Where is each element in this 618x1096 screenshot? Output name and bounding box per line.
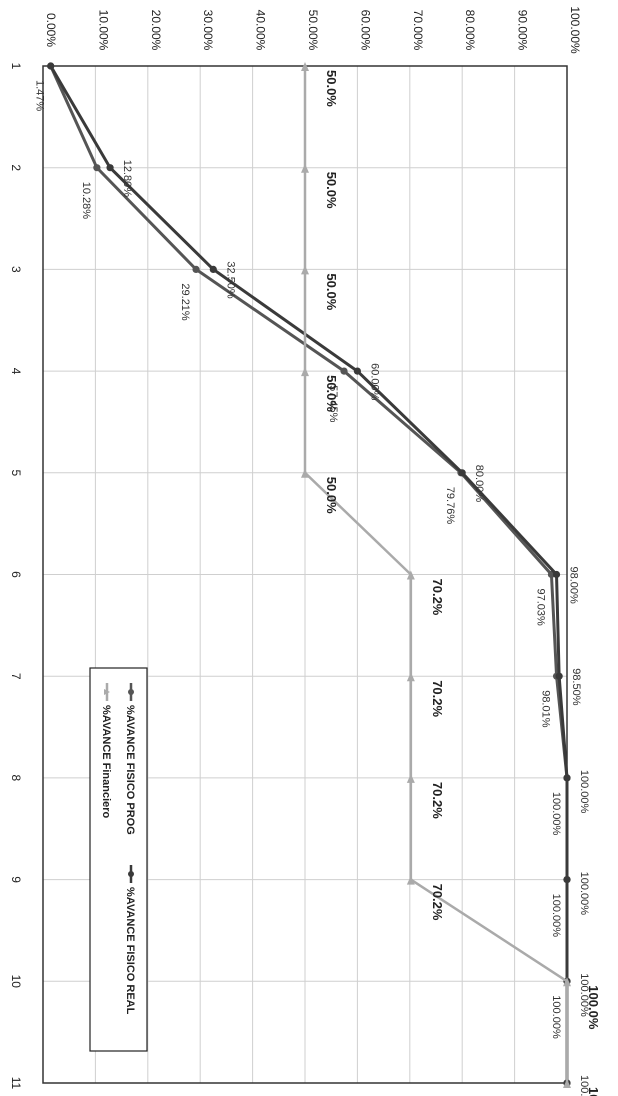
data-label-2: 50.0% [324,477,339,514]
y-tick-label: 30.00% [201,10,215,51]
data-label-1: 12.80% [121,160,133,198]
x-tick-label: 9 [9,876,23,883]
legend-label-real: %AVANCE FISICO REAL [124,887,136,1015]
y-axis-ticks: 0.00% 10.00% 20.00% 30.00% 40.00% 50.00% 60.00… [44,6,582,54]
y-tick-label: 80.00% [463,10,477,51]
series-marker-1 [552,570,561,579]
series-marker-1 [563,876,571,884]
series-marker-1 [353,367,361,375]
series-marker-2 [301,265,309,275]
series-marker-1 [106,164,114,172]
data-label-2: 70.2% [430,680,445,717]
y-tick-label: 0.00% [44,13,58,47]
x-tick-label: 11 [9,1077,23,1090]
series-layer [47,62,571,1088]
legend: %AVANCE FISICO PROG %AVANCE FISICO REAL … [89,667,148,1052]
x-tick-label: 1 [9,63,23,70]
y-tick-label: 90.00% [516,10,530,51]
x-tick-label: 2 [9,164,23,171]
data-label-2: 50.0% [324,70,339,107]
data-label-1: 100.00% [578,1075,590,1096]
data-label-2: 70.2% [430,884,445,921]
series-marker-2 [406,875,415,885]
x-tick-label: 7 [9,673,23,680]
data-label-0: 10.28% [80,182,92,220]
y-tick-label: 100.00% [568,6,582,54]
y-tick-label: 40.00% [254,10,268,51]
legend-label-prog: %AVANCE FISICO PROG [124,705,136,835]
data-label-2: 70.2% [430,782,445,819]
series-marker-0 [93,164,101,172]
series-marker-2 [563,977,571,987]
data-label-1: 80.00% [473,465,485,503]
x-tick-label: 8 [9,775,23,782]
legend-marker-real [128,871,134,877]
data-label-2: 70.2% [430,579,445,616]
series-marker-0 [192,265,200,273]
x-tick-label: 5 [9,469,23,476]
data-label-0: 100.00% [550,792,562,836]
y-tick-label: 70.00% [411,10,425,51]
series-marker-1 [555,672,563,680]
legend-marker-fin [104,689,110,695]
y-tick-label: 60.00% [358,10,372,51]
y-tick-label: 20.00% [149,10,163,51]
data-label-1: 100.00% [578,973,590,1017]
data-label-1: 100.00% [578,872,590,916]
series-marker-1 [47,62,55,70]
x-tick-label: 4 [9,368,23,375]
series-marker-2 [301,62,309,71]
series-marker-1 [458,469,466,477]
x-tick-label: 6 [9,571,23,578]
data-label-1: 60.00% [368,363,380,401]
data-label-0: 100.00% [550,894,562,938]
data-label-2: 50.0% [324,172,339,209]
series-marker-2 [301,468,309,478]
series-marker-2 [406,570,415,580]
series-marker-0 [340,367,348,375]
legend-box [89,667,148,1052]
series-marker-2 [563,1079,571,1088]
data-label-0: 29.21% [179,283,191,321]
data-label-0: 57.45% [327,385,339,423]
x-tick-label: 3 [9,266,23,273]
data-label-0: 97.03% [534,589,546,627]
data-label-2: 50.0% [324,375,339,412]
series-marker-2 [301,367,309,377]
data-labels: 1.47% 10.28% 29.21% 57.45% 79.76% 97.03% 98.01… [34,70,601,1096]
legend-marker-prog [128,689,134,695]
data-label-1: 98.50% [570,668,582,706]
data-label-0: 100.00% [550,995,562,1039]
series-marker-2 [406,773,415,783]
y-tick-label: 10.00% [96,10,110,51]
data-label-1: 32.50% [224,261,236,299]
y-tick-label: 50.00% [306,10,320,51]
series-marker-2 [406,672,415,682]
data-label-2: 50.0% [324,273,339,310]
data-label-1: 98.00% [568,567,580,605]
legend-label-fin: %AVANCE Financiero [100,705,112,819]
x-axis-ticks: 1 2 3 4 5 6 7 8 9 10 11 [9,63,23,1090]
data-label-0: 79.76% [444,487,456,525]
data-label-2: 100.0% [586,985,601,1030]
series-marker-1 [209,265,217,273]
data-label-1: 100.00% [578,770,590,814]
x-tick-label: 10 [9,975,23,989]
data-label-0: 98.01% [540,690,552,728]
data-label-0: 1.47% [34,80,46,111]
data-label-2: 100.0% [586,1087,601,1096]
series-marker-2 [301,163,309,173]
series-marker-1 [563,774,571,782]
